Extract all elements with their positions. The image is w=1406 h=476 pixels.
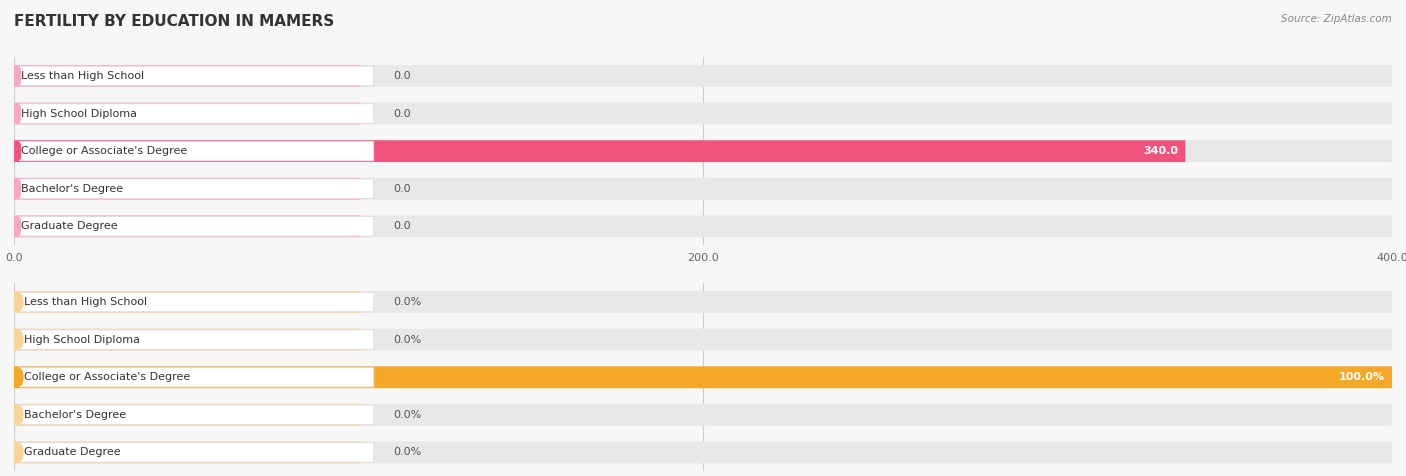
Circle shape — [17, 369, 22, 386]
FancyBboxPatch shape — [14, 329, 361, 350]
Circle shape — [18, 105, 21, 122]
FancyBboxPatch shape — [20, 405, 374, 425]
Text: 0.0%: 0.0% — [394, 410, 422, 420]
FancyBboxPatch shape — [14, 178, 1392, 199]
FancyBboxPatch shape — [20, 292, 374, 312]
FancyBboxPatch shape — [14, 216, 1392, 237]
Text: College or Associate's Degree: College or Associate's Degree — [24, 372, 190, 382]
FancyBboxPatch shape — [14, 65, 1392, 87]
Text: Graduate Degree: Graduate Degree — [24, 447, 121, 457]
Circle shape — [17, 407, 22, 423]
FancyBboxPatch shape — [14, 367, 1392, 388]
Circle shape — [18, 180, 21, 197]
FancyBboxPatch shape — [14, 140, 1392, 162]
Text: 0.0: 0.0 — [394, 184, 411, 194]
FancyBboxPatch shape — [14, 404, 361, 426]
Text: FERTILITY BY EDUCATION IN MAMERS: FERTILITY BY EDUCATION IN MAMERS — [14, 14, 335, 30]
Circle shape — [17, 444, 22, 461]
FancyBboxPatch shape — [14, 216, 361, 237]
Text: Bachelor's Degree: Bachelor's Degree — [21, 184, 122, 194]
Circle shape — [17, 331, 22, 348]
Text: High School Diploma: High School Diploma — [21, 109, 136, 119]
FancyBboxPatch shape — [20, 179, 374, 198]
Text: College or Associate's Degree: College or Associate's Degree — [21, 146, 187, 156]
Circle shape — [18, 218, 21, 235]
Text: Less than High School: Less than High School — [24, 297, 148, 307]
FancyBboxPatch shape — [14, 65, 361, 87]
FancyBboxPatch shape — [20, 217, 374, 236]
Text: High School Diploma: High School Diploma — [24, 335, 141, 345]
FancyBboxPatch shape — [14, 140, 1185, 162]
Text: 0.0: 0.0 — [394, 221, 411, 231]
FancyBboxPatch shape — [20, 367, 374, 387]
Circle shape — [17, 294, 22, 310]
Text: 0.0: 0.0 — [394, 71, 411, 81]
FancyBboxPatch shape — [14, 291, 1392, 313]
FancyBboxPatch shape — [20, 66, 374, 86]
FancyBboxPatch shape — [20, 104, 374, 123]
Text: 0.0: 0.0 — [394, 109, 411, 119]
Text: Graduate Degree: Graduate Degree — [21, 221, 117, 231]
FancyBboxPatch shape — [14, 103, 361, 124]
Text: 100.0%: 100.0% — [1339, 372, 1385, 382]
FancyBboxPatch shape — [14, 442, 361, 463]
FancyBboxPatch shape — [14, 442, 1392, 463]
FancyBboxPatch shape — [14, 404, 1392, 426]
Text: Source: ZipAtlas.com: Source: ZipAtlas.com — [1281, 14, 1392, 24]
Text: 0.0%: 0.0% — [394, 335, 422, 345]
FancyBboxPatch shape — [14, 103, 1392, 124]
FancyBboxPatch shape — [20, 443, 374, 462]
FancyBboxPatch shape — [14, 291, 361, 313]
FancyBboxPatch shape — [20, 141, 374, 161]
Text: Bachelor's Degree: Bachelor's Degree — [24, 410, 127, 420]
Circle shape — [18, 143, 21, 159]
FancyBboxPatch shape — [14, 329, 1392, 350]
Text: 0.0%: 0.0% — [394, 297, 422, 307]
Text: 0.0%: 0.0% — [394, 447, 422, 457]
FancyBboxPatch shape — [20, 330, 374, 349]
FancyBboxPatch shape — [14, 178, 361, 199]
FancyBboxPatch shape — [14, 367, 1392, 388]
Text: 340.0: 340.0 — [1143, 146, 1178, 156]
Circle shape — [18, 68, 21, 84]
Text: Less than High School: Less than High School — [21, 71, 143, 81]
